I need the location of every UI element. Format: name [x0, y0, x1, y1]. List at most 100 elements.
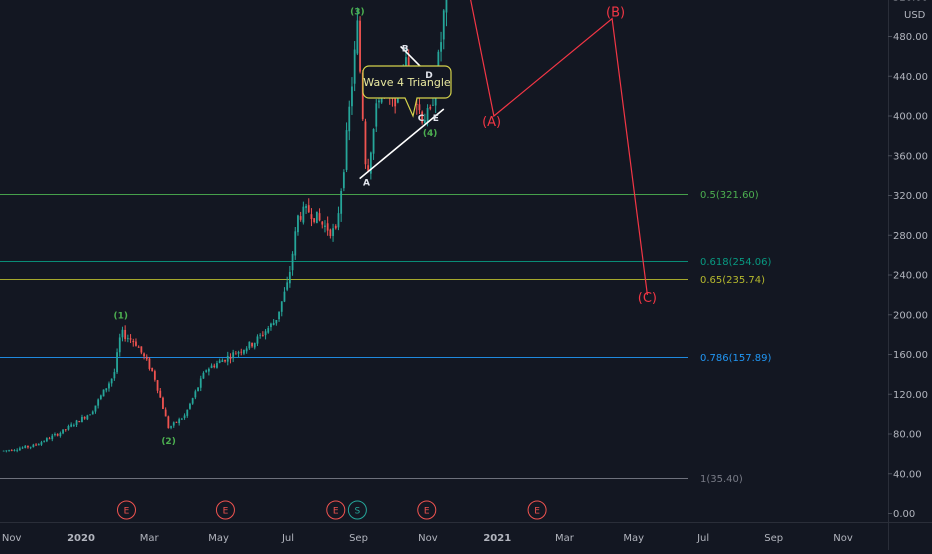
candle-body	[143, 353, 145, 357]
time-tick-label: Mar	[555, 533, 575, 544]
candle-body	[124, 329, 127, 339]
candle-body	[353, 49, 356, 84]
currency-label: USD	[904, 10, 926, 21]
candle-body	[264, 331, 267, 336]
candle-body	[426, 108, 429, 123]
candle-body	[407, 57, 410, 73]
candle-body	[129, 338, 132, 340]
candle-body	[183, 415, 186, 418]
time-tick-label: Sep	[349, 533, 368, 544]
candle-body	[342, 172, 345, 189]
candle-body	[213, 365, 216, 368]
candle-body	[62, 429, 64, 434]
candle-body	[148, 358, 151, 369]
candle-body	[278, 311, 280, 320]
wave-label: B	[402, 44, 409, 54]
candle-body	[315, 211, 318, 224]
candle-body	[191, 398, 194, 404]
candle-body	[375, 103, 378, 127]
candle-body	[216, 363, 218, 368]
candle-body	[329, 229, 332, 237]
candle-body	[48, 438, 51, 440]
candle-body	[240, 351, 243, 353]
price-tick-label: 280.00	[893, 231, 928, 242]
price-tick-label: 120.00	[893, 390, 928, 401]
candle-body	[137, 346, 140, 348]
candle-body	[442, 10, 445, 40]
candle-body	[121, 329, 124, 338]
candle-body	[189, 403, 191, 409]
candle-body	[140, 346, 143, 353]
candle-body	[170, 426, 172, 428]
candle-body	[334, 225, 337, 229]
time-tick-label: Jul	[281, 533, 294, 544]
abc-projection-path	[470, 0, 648, 295]
fib-level-label: 0.618(254.06)	[700, 257, 772, 268]
candle-body	[86, 415, 89, 420]
event-marker	[116, 500, 136, 520]
candle-body	[194, 391, 197, 398]
wave-label: (2)	[161, 437, 176, 447]
candle-body	[310, 214, 313, 220]
candle-body	[418, 104, 421, 111]
candle-body	[440, 42, 442, 52]
candle-body	[162, 397, 164, 409]
candle-body	[70, 424, 73, 427]
candle-body	[29, 446, 32, 448]
candle-body	[267, 328, 270, 333]
candle-body	[251, 343, 253, 347]
wave-label: (A)	[482, 115, 501, 130]
wave-label: E	[433, 114, 439, 124]
candle-body	[135, 341, 137, 346]
price-tick-label: 400.00	[893, 112, 928, 123]
candle-body	[234, 353, 237, 355]
candle-body	[10, 450, 13, 451]
candle-body	[243, 349, 245, 354]
candle-body	[172, 422, 175, 426]
candle-body	[164, 409, 167, 417]
candle-body	[226, 355, 229, 362]
candle-body	[5, 450, 8, 452]
candle-body	[94, 405, 97, 412]
candle-body	[45, 438, 48, 442]
candle-body	[297, 215, 299, 233]
candle-body	[207, 368, 210, 372]
candle-body	[97, 399, 100, 406]
candle-body	[261, 334, 264, 336]
candle-body	[345, 130, 348, 170]
candle-body	[253, 343, 256, 348]
price-tick-label: 80.00	[893, 430, 922, 441]
price-tick-label: 40.00	[893, 469, 922, 480]
candle-body	[429, 106, 432, 109]
wave-label: C	[418, 114, 425, 124]
candle-body	[159, 390, 162, 398]
time-tick-label: Jul	[696, 533, 709, 544]
fib-level-label: 0.786(157.89)	[700, 353, 772, 364]
candle-body	[445, 0, 448, 13]
triangle-trendline	[359, 108, 445, 180]
fib-level-label: 0.5(321.60)	[700, 190, 759, 201]
candle-body	[83, 416, 86, 419]
candle-body	[307, 205, 310, 213]
candle-body	[18, 448, 21, 451]
candle-body	[305, 205, 307, 209]
time-tick-label: 2021	[483, 533, 511, 544]
candle-body	[167, 416, 170, 429]
event-marker	[215, 500, 235, 520]
candle-body	[237, 352, 240, 354]
time-tick-label: Sep	[764, 533, 783, 544]
candle-body	[313, 218, 316, 222]
candle-body	[8, 450, 10, 452]
candle-body	[245, 348, 248, 352]
time-tick-label: May	[208, 533, 229, 544]
price-tick-label: 320.00	[893, 191, 928, 202]
price-tick-label: 520.00	[893, 0, 928, 3]
candle-body	[145, 356, 148, 360]
candle-body	[75, 420, 78, 425]
time-tick-label: Mar	[140, 533, 160, 544]
candle-body	[32, 444, 35, 448]
candle-body	[351, 86, 353, 107]
candle-body	[67, 426, 70, 430]
candle-body	[59, 433, 62, 437]
